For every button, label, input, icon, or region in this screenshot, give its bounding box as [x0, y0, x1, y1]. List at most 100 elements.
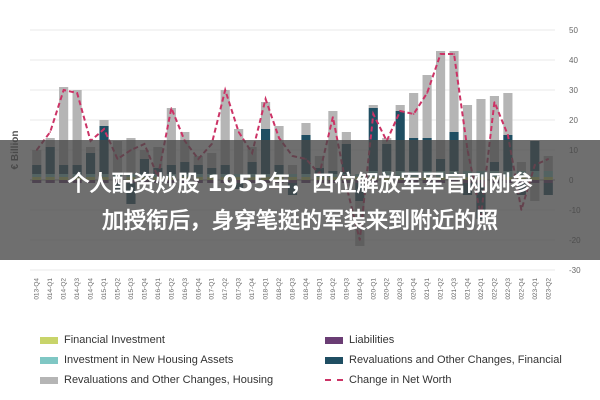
y-tick-label: 50	[569, 26, 578, 35]
bar-4-20	[301, 123, 311, 135]
x-tick-label: 2023-Q2	[545, 278, 552, 300]
headline-line-1: 个人配资炒股 1955年，四位解放军军官刚刚参	[67, 172, 533, 197]
x-tick-label: 2017-Q1	[209, 278, 216, 300]
x-tick-label: 2018-Q3	[290, 278, 297, 300]
x-tick-label: 2018-Q2	[276, 278, 283, 300]
legend-label: Investment in New Housing Assets	[64, 354, 234, 366]
legend-item: Revaluations and Other Changes, Financia…	[325, 354, 562, 366]
x-tick-label: 2019-Q2	[330, 278, 337, 300]
legend-label: Revaluations and Other Changes, Housing	[64, 374, 274, 386]
net-worth-point	[412, 113, 415, 115]
x-tick-label: 2021-Q4	[465, 278, 472, 300]
bar-4-2	[59, 87, 69, 165]
bar-4-23	[341, 132, 351, 144]
net-worth-point	[372, 113, 375, 115]
x-tick-label: 2019-Q1	[316, 278, 323, 300]
legend-item: Change in Net Worth	[325, 374, 452, 386]
net-worth-point	[170, 107, 173, 109]
x-tick-label: 2021-Q1	[424, 278, 431, 300]
x-tick-label: 2021-Q3	[451, 278, 458, 300]
legend-swatch	[325, 356, 343, 364]
x-tick-label: 2016-Q3	[182, 278, 189, 300]
bar-4-27	[395, 105, 405, 111]
legend-label: Revaluations and Other Changes, Financia…	[349, 354, 562, 366]
net-worth-point	[278, 137, 280, 139]
legend: Financial Investment Liabilities Investmen…	[40, 334, 580, 394]
bar-4-30	[436, 51, 446, 159]
x-tick-label: 2014-Q3	[74, 278, 81, 300]
legend-item: Investment in New Housing Assets	[40, 354, 233, 366]
bar-4-35	[503, 93, 513, 135]
x-tick-label: 2016-Q4	[195, 278, 202, 300]
legend-swatch	[40, 376, 58, 384]
bar-4-34	[489, 96, 499, 162]
x-tick-label: 2015-Q3	[128, 278, 135, 300]
legend-label: Liabilities	[349, 334, 395, 346]
y-tick-label: 30	[569, 86, 578, 95]
bar-4-10	[166, 108, 176, 165]
x-tick-label: 2015-Q4	[141, 278, 148, 300]
net-worth-point	[453, 53, 455, 55]
bar-4-28	[409, 93, 419, 138]
net-worth-point	[224, 89, 226, 91]
bar-4-5	[99, 120, 109, 126]
x-tick-label: 2021-Q2	[438, 278, 445, 300]
x-tick-label: 2017-Q2	[222, 278, 229, 300]
bar-4-32	[462, 105, 473, 171]
x-tick-label: 2015-Q2	[115, 278, 122, 300]
legend-swatch	[325, 336, 343, 344]
x-tick-label: 2020-Q3	[397, 278, 404, 300]
x-tick-label: 2022-Q1	[478, 278, 485, 300]
x-tick-label: 2019-Q4	[357, 278, 364, 300]
y-tick-label: 40	[569, 56, 578, 65]
bar-4-33	[476, 99, 486, 171]
x-tick-label: 2022-Q4	[518, 278, 525, 300]
x-tick-label: 2022-Q2	[491, 278, 498, 300]
x-tick-labels: 2013-Q4 2014-Q1 2014-Q2 2014-Q3 2014-Q4 2015-…	[34, 278, 553, 300]
legend-swatch	[40, 336, 58, 344]
x-tick-label: 2023-Q1	[532, 278, 539, 300]
net-worth-point	[264, 98, 267, 100]
net-worth-point	[62, 89, 65, 91]
bar-4-25	[368, 105, 378, 108]
x-tick-label: 2019-Q3	[343, 278, 350, 300]
net-worth-point	[103, 128, 105, 130]
bar-4-17	[261, 102, 271, 129]
legend-swatch	[325, 379, 343, 381]
x-tick-label: 2017-Q4	[249, 278, 256, 300]
x-tick-label: 2014-Q4	[88, 278, 95, 300]
headline-line-2: 加授衔后，身穿笔挺的军装来到附近的照	[101, 209, 498, 234]
x-tick-label: 2016-Q1	[155, 278, 162, 300]
x-tick-label: 2015-Q1	[101, 278, 108, 300]
x-tick-label: 2018-Q1	[263, 278, 270, 300]
x-tick-label: 2014-Q2	[61, 278, 68, 300]
legend-label: Financial Investment	[64, 334, 165, 346]
x-tick-label: 2017-Q3	[236, 278, 243, 300]
headline-overlay	[0, 140, 600, 260]
net-worth-point	[439, 53, 442, 55]
x-tick-label: 2020-Q4	[411, 278, 418, 300]
x-tick-label: 2014-Q1	[47, 278, 54, 300]
net-worth-point	[237, 131, 240, 133]
bar-4-29	[422, 75, 432, 138]
net-worth-point	[399, 110, 401, 112]
x-tick-label: 2013-Q4	[34, 278, 41, 300]
legend-label: Change in Net Worth	[349, 374, 452, 386]
y-tick-label: 20	[569, 116, 578, 125]
legend-item: Financial Investment	[40, 334, 165, 346]
y-tick-label: -30	[569, 266, 581, 275]
net-worth-point	[507, 134, 509, 136]
legend-item: Liabilities	[325, 334, 394, 346]
legend-item: Revaluations and Other Changes, Housing	[40, 374, 273, 386]
legend-swatch	[40, 356, 58, 364]
bar-4-3	[72, 90, 82, 165]
net-worth-point	[426, 92, 428, 94]
bar-3-25	[368, 108, 378, 171]
net-worth-point	[49, 131, 51, 133]
x-tick-label: 2020-Q1	[370, 278, 377, 300]
x-tick-label: 2018-Q4	[303, 278, 310, 300]
net-worth-point	[493, 101, 496, 103]
x-tick-label: 2020-Q2	[384, 278, 391, 300]
x-tick-label: 2016-Q2	[168, 278, 175, 300]
net-worth-point	[332, 116, 334, 118]
